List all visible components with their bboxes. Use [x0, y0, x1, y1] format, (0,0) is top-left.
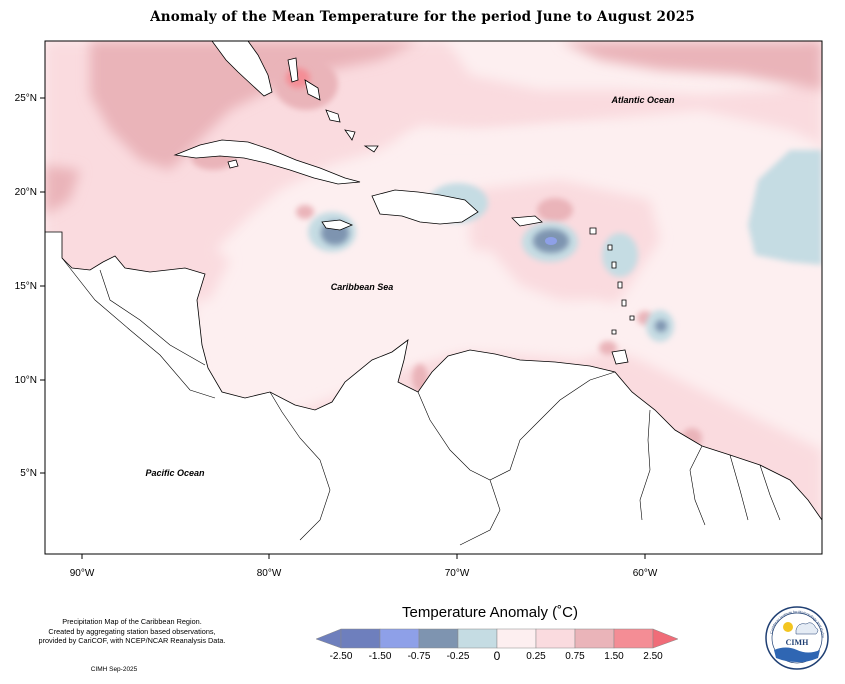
sun-icon	[783, 622, 793, 632]
legend-swatch	[613, 628, 654, 649]
jamaica	[321, 219, 354, 231]
field-pos-075	[45, 41, 822, 215]
legend-swatch	[574, 628, 615, 649]
lat-tick-label: 10°N	[15, 375, 37, 386]
legend-colorbar	[315, 628, 679, 649]
map-title: Anomaly of the Mean Temperature for the …	[150, 9, 695, 25]
legend-tick-label: 2.50	[643, 651, 663, 662]
field-neg-150	[545, 237, 557, 245]
legend-tick-label: 1.50	[604, 651, 624, 662]
lat-tick-label: 25°N	[15, 93, 37, 104]
caribbean-sea-label: Caribbean Sea	[331, 282, 394, 292]
field-zero-band	[235, 41, 822, 375]
legend-swatch	[652, 628, 679, 649]
legend-swatch	[496, 628, 537, 649]
legend-tick-label: -0.25	[447, 651, 470, 662]
legend-swatch	[379, 628, 420, 649]
legend-tick-label: -2.50	[330, 651, 353, 662]
puerto-rico	[511, 215, 543, 227]
florida	[211, 41, 273, 97]
hispaniola	[371, 189, 479, 225]
logo-text: CIMH	[786, 638, 809, 647]
lon-tick-label: 80°W	[257, 568, 282, 579]
map-credit: CIMH Sep-2025	[90, 666, 138, 673]
cuba	[173, 139, 361, 185]
legend-title: Temperature Anomaly (˚C)	[402, 604, 578, 621]
lon-tick-label: 60°W	[633, 568, 658, 579]
pacific-ocean-label: Pacific Ocean	[145, 468, 205, 478]
bahamas	[287, 57, 379, 153]
anomaly-field	[45, 41, 822, 554]
legend-tick-label: 0.75	[565, 651, 585, 662]
land	[45, 41, 822, 554]
lat-tick-label: 20°N	[15, 187, 37, 198]
axis-ticks	[40, 97, 646, 559]
legend-swatch	[315, 628, 342, 649]
lat-tick-label: 5°N	[20, 468, 37, 479]
legend-tick-label: -0.75	[408, 651, 431, 662]
legend-swatch	[535, 628, 576, 649]
isla-juventud	[227, 159, 239, 169]
note-line: Created by aggregating station based obs…	[48, 626, 216, 636]
note-line: Precipitation Map of the Caribbean Regio…	[62, 617, 202, 626]
note-line: provided by CariCOF, with NCEP/NCAR Rean…	[38, 636, 226, 645]
lat-tick-label: 15°N	[15, 281, 37, 292]
map-notes: Precipitation Map of the Caribbean Regio…	[14, 617, 250, 646]
atlantic-ocean-label: Atlantic Ocean	[610, 95, 675, 105]
lon-tick-label: 70°W	[445, 568, 470, 579]
lesser-antilles	[589, 227, 635, 335]
legend-tick-label: 0	[494, 649, 501, 663]
country-borders	[61, 257, 781, 546]
legend-tick-label: 0.25	[526, 651, 546, 662]
trinidad	[611, 349, 629, 365]
legend-swatch	[340, 628, 381, 649]
lon-tick-label: 90°W	[70, 568, 95, 579]
legend-tick-label: -1.50	[369, 651, 392, 662]
central-south-america	[45, 231, 822, 554]
legend-swatch	[457, 628, 498, 649]
legend-swatch	[418, 628, 459, 649]
cloud-icon	[795, 622, 819, 635]
map-frame	[44, 40, 823, 555]
